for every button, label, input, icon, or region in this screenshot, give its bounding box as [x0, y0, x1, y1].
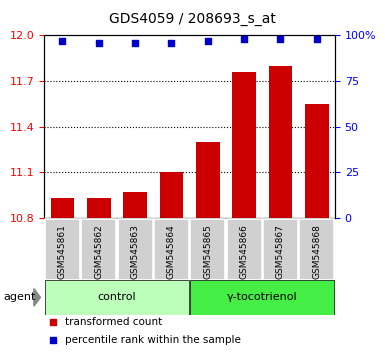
- Bar: [154, 219, 189, 280]
- Text: GSM545863: GSM545863: [131, 224, 140, 279]
- Bar: [190, 280, 334, 315]
- Point: [241, 36, 247, 42]
- Text: GSM545868: GSM545868: [312, 224, 321, 279]
- Point: [132, 40, 138, 46]
- Text: agent: agent: [4, 292, 36, 302]
- Bar: [45, 219, 80, 280]
- Bar: [232, 72, 256, 218]
- Bar: [300, 219, 334, 280]
- Text: GSM545867: GSM545867: [276, 224, 285, 279]
- Point: [314, 36, 320, 42]
- Point: [50, 319, 56, 325]
- Text: GSM545862: GSM545862: [94, 224, 103, 279]
- Text: GDS4059 / 208693_s_at: GDS4059 / 208693_s_at: [109, 12, 276, 27]
- Bar: [87, 198, 110, 218]
- Bar: [263, 219, 298, 280]
- Text: GSM545865: GSM545865: [203, 224, 212, 279]
- Bar: [190, 219, 225, 280]
- Point: [96, 40, 102, 46]
- Bar: [51, 198, 74, 218]
- Point: [50, 337, 56, 343]
- Bar: [45, 280, 189, 315]
- Point: [59, 38, 65, 44]
- Bar: [269, 66, 292, 218]
- Bar: [160, 172, 183, 218]
- Bar: [123, 192, 147, 218]
- Text: control: control: [98, 292, 136, 302]
- Text: GSM545864: GSM545864: [167, 224, 176, 279]
- Point: [277, 36, 283, 42]
- Bar: [81, 219, 116, 280]
- Text: GSM545866: GSM545866: [239, 224, 249, 279]
- Bar: [227, 219, 261, 280]
- Text: percentile rank within the sample: percentile rank within the sample: [65, 335, 241, 345]
- Bar: [196, 142, 219, 218]
- Bar: [305, 104, 328, 218]
- Point: [205, 38, 211, 44]
- Text: GSM545861: GSM545861: [58, 224, 67, 279]
- Text: transformed count: transformed count: [65, 317, 162, 327]
- Point: [168, 40, 174, 46]
- Bar: [118, 219, 152, 280]
- Text: γ-tocotrienol: γ-tocotrienol: [227, 292, 298, 302]
